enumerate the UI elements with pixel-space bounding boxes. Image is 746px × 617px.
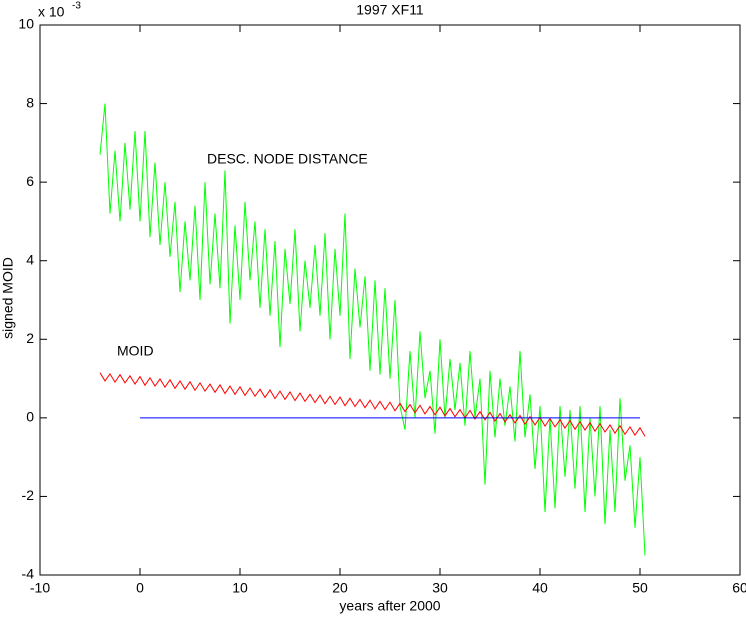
data-line [99, 103, 646, 556]
y-multiplier: x 10 [38, 4, 65, 20]
series-label: MOID [117, 343, 154, 359]
x-tick-label: -10 [30, 580, 50, 596]
chart-title: 1997 XF11 [356, 2, 424, 18]
y-tick-label: 4 [26, 251, 34, 267]
x-tick-label: 20 [332, 580, 348, 596]
y-tick-label: 8 [26, 94, 34, 110]
x-tick-label: 60 [732, 580, 746, 596]
x-tick-label: 0 [136, 580, 144, 596]
x-tick-label: 30 [432, 580, 448, 596]
x-tick-label: 10 [232, 580, 248, 596]
y-multiplier-exponent: -3 [72, 1, 81, 12]
y-tick-label: 2 [26, 330, 34, 346]
x-tick-label: 40 [532, 580, 548, 596]
series-label: DESC. NODE DISTANCE [207, 151, 368, 167]
data-line [99, 372, 646, 437]
x-axis-label: years after 2000 [339, 598, 440, 614]
y-tick-label: -2 [22, 487, 35, 503]
y-tick-label: 6 [26, 173, 34, 189]
y-tick-label: 0 [26, 409, 34, 425]
plot-frame [39, 24, 741, 576]
y-axis-label: signed MOID [0, 257, 16, 339]
y-tick-label: -4 [22, 566, 35, 582]
y-tick-label: 10 [18, 16, 34, 32]
x-tick-label: 50 [632, 580, 648, 596]
